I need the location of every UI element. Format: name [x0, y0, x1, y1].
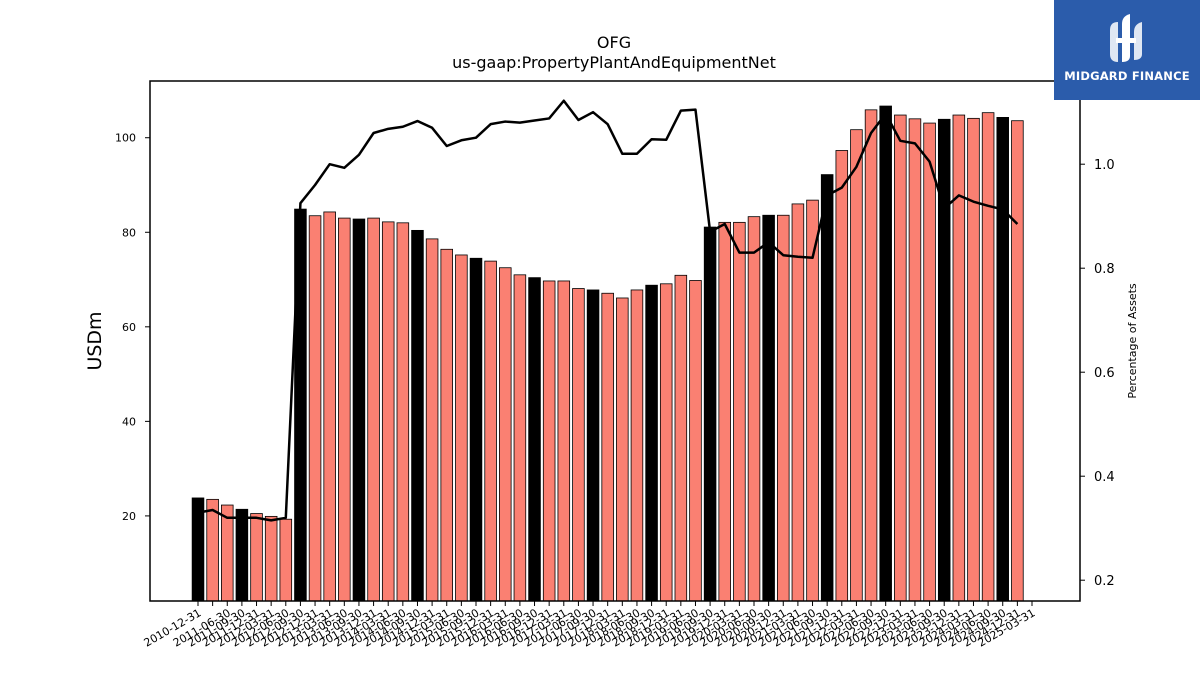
bar	[820, 174, 834, 602]
y-tick-label: 20	[122, 510, 136, 523]
x-axis: 2010-12-312011-06-302011-09-302011-12-31…	[142, 601, 1038, 650]
bar	[542, 280, 556, 602]
bar	[513, 274, 527, 602]
bar	[206, 498, 219, 602]
bar	[850, 129, 863, 602]
bar	[264, 515, 278, 602]
y-tick-label: 80	[122, 226, 136, 239]
y2-tick-label: 0.4	[1094, 470, 1115, 485]
bar	[440, 248, 453, 602]
y-tick-label: 60	[122, 321, 136, 334]
bar	[455, 254, 468, 602]
line-series	[197, 99, 1019, 522]
bar	[235, 508, 249, 602]
bar	[894, 114, 907, 602]
bar	[616, 297, 629, 602]
y2-tick-label: 0.8	[1094, 262, 1115, 277]
bar	[528, 277, 541, 602]
series-line	[197, 99, 1019, 522]
bar	[952, 114, 966, 602]
y-axis: 20 40 60 80 100	[115, 132, 150, 523]
bar	[338, 217, 351, 602]
bar	[659, 283, 673, 602]
bar-series	[191, 105, 1024, 602]
bar	[191, 497, 205, 602]
bar	[791, 203, 805, 602]
bar	[411, 229, 424, 602]
bar	[733, 221, 746, 602]
bar	[923, 122, 936, 602]
bar	[777, 214, 790, 602]
bar	[806, 199, 819, 602]
chart-subtitle: us-gaap:PropertyPlantAndEquipmentNet	[452, 53, 776, 72]
bar	[396, 222, 410, 602]
bar	[586, 289, 600, 602]
y2-axis-label: Percentage of Assets	[1126, 283, 1139, 399]
bar	[484, 260, 497, 602]
bar	[572, 288, 585, 602]
y2-tick-label: 1.0	[1094, 158, 1115, 173]
bar	[469, 257, 483, 602]
bar	[352, 218, 366, 602]
y2-tick-label: 0.2	[1094, 574, 1115, 589]
chart-title: OFG	[597, 33, 631, 52]
y2-tick-label: 0.6	[1094, 366, 1115, 381]
bar	[557, 280, 571, 602]
bar	[630, 289, 644, 602]
bar	[747, 216, 761, 602]
bar	[864, 109, 878, 602]
bar	[835, 150, 849, 602]
y-axis-label: USDm	[84, 311, 106, 370]
bar	[908, 118, 922, 602]
logo-mark-icon	[1110, 14, 1142, 62]
bar	[1011, 120, 1024, 602]
bar	[996, 117, 1009, 602]
bar	[221, 504, 234, 602]
y2-axis: 0.2 0.4 0.6 0.8 1.0	[1080, 158, 1115, 589]
plot-frame	[149, 80, 1081, 602]
bar	[308, 215, 322, 602]
bar	[981, 112, 995, 602]
y-tick-label: 40	[122, 415, 136, 428]
bar	[762, 214, 775, 602]
bar	[250, 513, 263, 602]
bar	[689, 280, 702, 602]
bar	[718, 221, 731, 602]
bar	[601, 292, 614, 602]
y-tick-label: 100	[115, 132, 136, 145]
bar	[879, 105, 892, 602]
bar	[499, 267, 512, 602]
bar	[279, 518, 293, 602]
bar	[381, 221, 395, 602]
bar	[967, 117, 980, 602]
bar	[674, 274, 688, 602]
midgard-finance-logo: MIDGARD FINANCE	[1054, 0, 1200, 100]
bar	[323, 211, 336, 602]
bar	[367, 217, 380, 602]
logo-text: MIDGARD FINANCE	[1064, 69, 1190, 83]
bar	[425, 238, 439, 602]
bar	[645, 284, 658, 602]
bar	[703, 226, 717, 602]
